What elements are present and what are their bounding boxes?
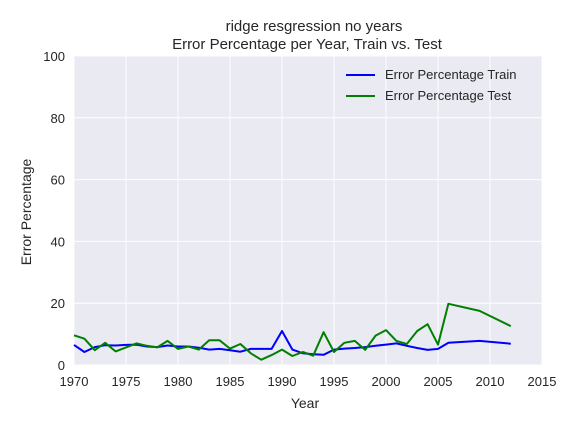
x-axis-label: Year: [291, 395, 320, 411]
chart-subtitle: Error Percentage per Year, Train vs. Tes…: [172, 36, 443, 53]
x-tick-label: 2005: [424, 374, 453, 389]
plot-area: [74, 56, 542, 365]
x-tick-label: 1975: [112, 374, 141, 389]
y-tick-label: 20: [51, 296, 65, 311]
y-tick-label: 0: [58, 358, 65, 373]
x-tick-label: 1980: [164, 374, 193, 389]
x-tick-labels: 1970 1975 1980 1985 1990 1995 2000 2005 2010 2015: [60, 374, 557, 389]
y-tick-labels: 0 20 40 60 80 100: [43, 49, 65, 373]
chart-title: ridge resgression no years: [226, 18, 403, 35]
y-tick-label: 80: [51, 111, 65, 126]
series-line-test: [73, 302, 512, 361]
grid-y: [74, 55, 542, 366]
legend-label-test: Error Percentage Test: [385, 88, 512, 103]
x-tick-label: 2000: [372, 374, 401, 389]
series-line-train: [73, 330, 511, 356]
y-tick-label: 60: [51, 173, 65, 188]
x-tick-label: 2010: [476, 374, 505, 389]
series-lines: [73, 302, 512, 361]
y-axis-label: Error Percentage: [18, 158, 34, 265]
legend: Error Percentage Train Error Percentage …: [346, 67, 517, 103]
y-tick-label: 40: [51, 234, 65, 249]
grid-x: [73, 56, 543, 365]
x-tick-label: 1970: [60, 374, 89, 389]
x-tick-label: 1985: [216, 374, 245, 389]
x-tick-label: 2015: [528, 374, 557, 389]
legend-label-train: Error Percentage Train: [385, 67, 517, 82]
y-tick-label: 100: [43, 49, 65, 64]
x-tick-label: 1990: [268, 374, 297, 389]
x-tick-label: 1995: [320, 374, 349, 389]
